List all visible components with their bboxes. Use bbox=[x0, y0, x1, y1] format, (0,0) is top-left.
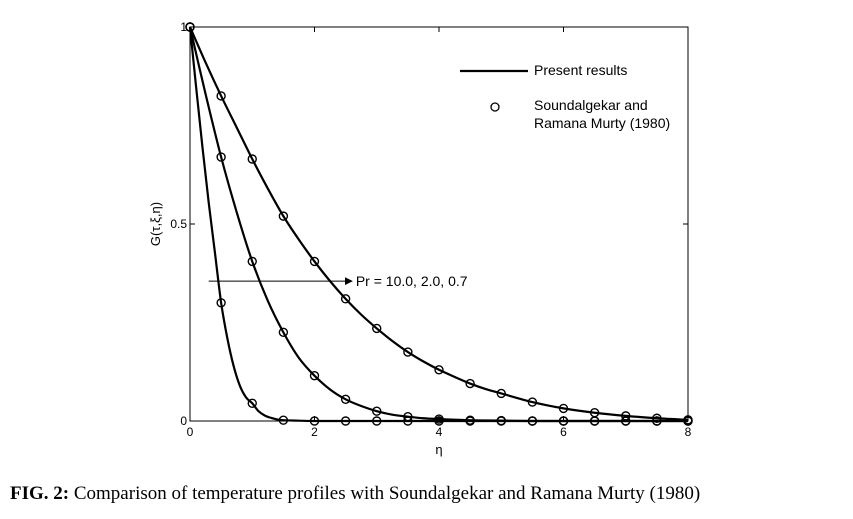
y-tick-label: 0.5 bbox=[170, 217, 187, 231]
data-point-marker bbox=[496, 388, 506, 399]
data-point-marker bbox=[527, 416, 538, 426]
x-tick-label: 8 bbox=[685, 425, 692, 439]
data-point-marker bbox=[403, 416, 413, 426]
data-point-marker bbox=[340, 416, 351, 426]
x-tick-label: 6 bbox=[560, 425, 567, 439]
data-point-marker bbox=[465, 378, 475, 389]
annotation: Pr = 10.0, 2.0, 0.7 bbox=[208, 273, 468, 289]
plot-frame bbox=[189, 26, 689, 422]
data-point-marker bbox=[403, 411, 413, 422]
data-point-marker bbox=[247, 256, 257, 267]
data-point-marker bbox=[185, 22, 195, 32]
series-markers bbox=[185, 22, 693, 426]
data-point-marker bbox=[278, 211, 289, 221]
figure-caption: FIG. 2: Comparison of temperature profil… bbox=[10, 483, 850, 505]
legend-label-present: Present results bbox=[534, 62, 627, 78]
data-point-marker bbox=[340, 294, 351, 304]
legend-marker-swatch bbox=[490, 102, 500, 112]
y-tick-label: 1 bbox=[180, 20, 187, 34]
series-lines bbox=[188, 26, 689, 423]
x-tick-label: 0 bbox=[187, 425, 194, 439]
data-point-marker bbox=[621, 411, 631, 421]
series-line-pr-2 bbox=[188, 26, 688, 423]
data-point-marker bbox=[372, 406, 382, 416]
data-point-marker bbox=[278, 415, 289, 425]
data-point-marker bbox=[216, 298, 226, 308]
data-point-marker bbox=[558, 416, 569, 426]
data-point-marker bbox=[403, 347, 413, 357]
data-point-marker bbox=[216, 91, 226, 101]
figure-caption-text: Comparison of temperature profiles with … bbox=[73, 483, 701, 504]
data-point-marker bbox=[216, 152, 226, 162]
data-point-marker bbox=[278, 327, 289, 338]
data-point-marker bbox=[309, 416, 320, 426]
figure-caption-label: FIG. 2: bbox=[10, 483, 70, 504]
series-line-pr-0-7 bbox=[188, 26, 689, 421]
data-point-marker bbox=[496, 415, 506, 426]
data-point-marker bbox=[340, 394, 351, 405]
data-point-marker bbox=[434, 365, 444, 375]
legend: Present results Soundalgekar and Ramana … bbox=[460, 62, 670, 131]
data-point-marker bbox=[372, 323, 382, 334]
x-tick-label: 4 bbox=[436, 425, 443, 439]
y-axis-label: G(τ,ξ,η) bbox=[148, 202, 163, 246]
legend-label-reference-2: Ramana Murty (1980) bbox=[534, 115, 670, 131]
data-point-marker bbox=[309, 256, 320, 267]
data-point-marker bbox=[527, 397, 538, 407]
chart: 0 2 4 6 8 0 0.5 1 Pr = 10.0, 2.0, 0.7 η G(τ,ξ,η… bbox=[148, 20, 693, 457]
legend-label-reference-1: Soundalgekar and bbox=[534, 97, 648, 113]
data-point-marker bbox=[247, 398, 257, 408]
data-point-marker bbox=[558, 403, 569, 414]
annotation-text: Pr = 10.0, 2.0, 0.7 bbox=[356, 273, 468, 289]
data-point-marker bbox=[621, 416, 631, 426]
data-point-marker bbox=[589, 408, 600, 418]
data-point-marker bbox=[434, 414, 444, 424]
axis-ticks: 0 2 4 6 8 0 0.5 1 bbox=[170, 20, 691, 439]
data-point-marker bbox=[652, 413, 662, 423]
x-tick-label: 2 bbox=[311, 425, 318, 439]
data-point-marker bbox=[309, 370, 320, 381]
data-point-marker bbox=[683, 415, 693, 425]
x-axis-label: η bbox=[435, 442, 442, 457]
data-point-marker bbox=[372, 416, 382, 426]
series-line-pr-10 bbox=[188, 26, 688, 423]
data-point-marker bbox=[652, 416, 662, 426]
data-point-marker bbox=[465, 415, 475, 425]
data-point-marker bbox=[247, 154, 257, 164]
y-tick-label: 0 bbox=[180, 414, 187, 428]
